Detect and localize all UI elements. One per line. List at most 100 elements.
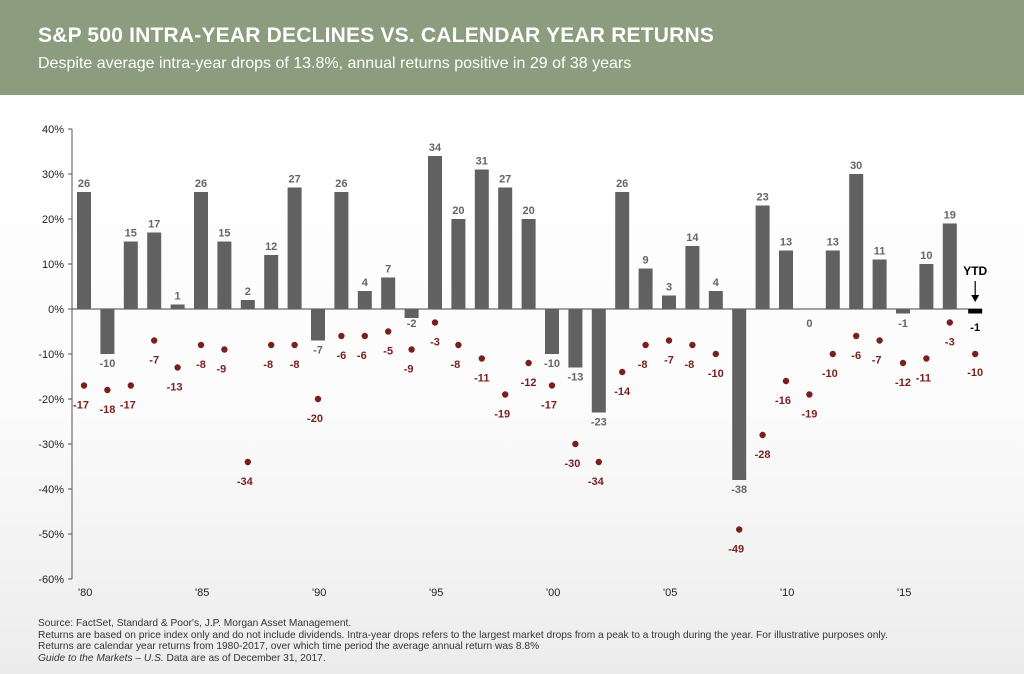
return-bar bbox=[568, 309, 583, 368]
return-bar bbox=[287, 187, 302, 309]
return-bar bbox=[77, 192, 91, 309]
decline-dot bbox=[221, 346, 228, 353]
decline-dot bbox=[595, 458, 602, 466]
return-label: 7 bbox=[385, 264, 391, 276]
decline-dot bbox=[782, 377, 790, 385]
return-bar bbox=[311, 309, 325, 341]
decline-dot bbox=[431, 319, 439, 326]
return-bar bbox=[217, 241, 232, 309]
return-label: 26 bbox=[335, 178, 347, 190]
return-bar bbox=[147, 232, 162, 309]
decline-label: -7 bbox=[149, 355, 159, 367]
return-label: 13 bbox=[780, 237, 792, 249]
x-tick-label: '15 bbox=[897, 587, 911, 599]
y-tick-label: 20% bbox=[42, 214, 64, 226]
decline-label: -9 bbox=[217, 364, 227, 376]
decline-dot bbox=[455, 341, 462, 349]
return-bar bbox=[779, 250, 793, 309]
y-tick-label: 10% bbox=[42, 259, 64, 271]
chart-subtitle: Despite average intra-year drops of 13.8… bbox=[38, 55, 632, 72]
decline-label: -16 bbox=[775, 395, 791, 407]
y-tick-label: -30% bbox=[38, 439, 64, 451]
return-label: 23 bbox=[756, 192, 768, 204]
return-label: -2 bbox=[407, 318, 417, 330]
return-label: 20 bbox=[452, 205, 464, 217]
return-label: 10 bbox=[920, 250, 932, 262]
y-tick-label: -40% bbox=[38, 484, 64, 496]
decline-label: -18 bbox=[99, 404, 115, 416]
return-label: 15 bbox=[125, 228, 137, 240]
decline-label: -19 bbox=[494, 409, 510, 421]
return-label: 4 bbox=[362, 277, 369, 289]
return-label: 26 bbox=[78, 178, 90, 190]
y-tick-label: 40% bbox=[42, 124, 64, 136]
decline-label: -20 bbox=[307, 413, 323, 425]
return-bar bbox=[264, 255, 279, 309]
return-label: 11 bbox=[874, 246, 886, 258]
return-label: 2 bbox=[245, 286, 251, 298]
x-tick-label: '05 bbox=[663, 587, 677, 599]
return-bar bbox=[896, 309, 910, 314]
return-label: 20 bbox=[522, 205, 534, 217]
header-banner: S&P 500 INTRA-YEAR DECLINES VS. CALENDAR… bbox=[0, 0, 1024, 95]
x-tick-label: '00 bbox=[546, 587, 560, 599]
return-label: -23 bbox=[591, 417, 607, 429]
decline-label: -8 bbox=[263, 359, 273, 371]
return-bar bbox=[591, 309, 606, 413]
decline-label: -10 bbox=[708, 368, 724, 380]
decline-label: -34 bbox=[237, 476, 254, 488]
decline-dot bbox=[525, 359, 532, 367]
decline-label: -34 bbox=[588, 476, 605, 488]
x-tick-label: '95 bbox=[429, 587, 443, 599]
return-bar bbox=[474, 169, 489, 309]
return-bar bbox=[451, 219, 466, 309]
ytd-return-label: -1 bbox=[970, 322, 980, 334]
return-bar bbox=[685, 246, 700, 309]
return-label: 27 bbox=[288, 174, 300, 186]
return-bar bbox=[942, 223, 957, 309]
decline-dot bbox=[946, 319, 953, 326]
x-tick-label: '10 bbox=[780, 587, 794, 599]
decline-dot bbox=[759, 431, 766, 439]
decline-dot bbox=[712, 350, 719, 358]
return-label: 19 bbox=[944, 210, 956, 222]
return-bar bbox=[919, 264, 934, 309]
decline-label: -8 bbox=[196, 359, 206, 371]
return-label: -7 bbox=[313, 345, 323, 357]
data-date-note: Guide to the Markets – U.S. Data are as … bbox=[38, 653, 1018, 665]
return-label: -13 bbox=[567, 372, 583, 384]
decline-label: -3 bbox=[430, 337, 440, 349]
decline-dot bbox=[385, 328, 392, 335]
return-label: 27 bbox=[499, 174, 511, 186]
return-label: 1 bbox=[175, 291, 181, 303]
return-label: 13 bbox=[827, 237, 839, 249]
decline-label: -3 bbox=[945, 337, 955, 349]
return-label: 15 bbox=[218, 228, 230, 240]
return-label: 26 bbox=[616, 178, 628, 190]
return-bar bbox=[194, 192, 208, 309]
period-note: Returns are calendar year returns from 1… bbox=[38, 641, 540, 652]
decline-label: -11 bbox=[916, 373, 931, 385]
return-label: 30 bbox=[850, 160, 862, 172]
return-label: 9 bbox=[643, 255, 649, 267]
decline-dot bbox=[80, 382, 88, 389]
source-note: Source: FactSet, Standard & Poor's, J.P.… bbox=[38, 618, 352, 629]
return-bar bbox=[825, 250, 840, 309]
decline-dot bbox=[361, 332, 368, 340]
decline-label: -19 bbox=[801, 409, 817, 421]
decline-dot bbox=[689, 341, 696, 349]
y-tick-label: -10% bbox=[38, 349, 64, 361]
decline-label: -7 bbox=[664, 355, 674, 367]
decline-label: -8 bbox=[290, 359, 300, 371]
decline-label: -8 bbox=[451, 359, 461, 371]
decline-dot bbox=[338, 332, 345, 340]
decline-label: -10 bbox=[822, 368, 838, 380]
decline-dot bbox=[502, 391, 509, 398]
return-label: -1 bbox=[898, 318, 908, 330]
return-label: 14 bbox=[686, 232, 699, 244]
decline-label: -5 bbox=[383, 346, 393, 358]
decline-label: -6 bbox=[851, 350, 861, 362]
return-label: 12 bbox=[265, 241, 277, 253]
decline-dot bbox=[899, 359, 907, 367]
decline-label: -17 bbox=[541, 400, 557, 412]
